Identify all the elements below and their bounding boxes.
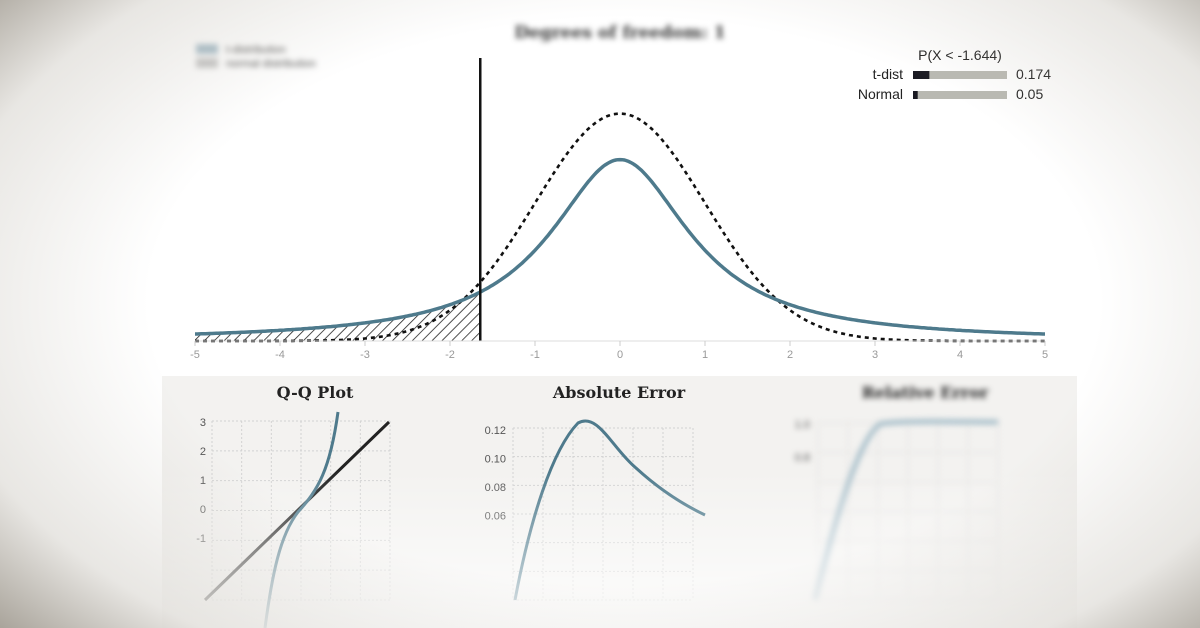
main-legend: t-distribution normal distribution	[196, 44, 316, 70]
prob-label-normal: Normal	[858, 86, 903, 102]
prob-label-t: t-dist	[873, 66, 903, 82]
t-distribution-curve	[195, 157, 1045, 336]
legend-label-normal: normal distribution	[226, 58, 316, 70]
probability-title: P(X < -1.644)	[918, 47, 1002, 63]
legend-swatch-t	[196, 44, 218, 54]
y-tick-label: 1.0	[795, 419, 810, 431]
prob-bar-fill-normal	[913, 91, 918, 99]
x-tick-label: 3	[872, 349, 878, 361]
y-tick-label: 0.10	[485, 454, 506, 466]
x-tick-label: 0	[617, 349, 623, 361]
prob-value-t: 0.174	[1016, 66, 1051, 82]
relative-error-title: Relative Error	[862, 383, 989, 402]
probability-box: P(X < -1.644) t-dist 0.174 Normal 0.05	[858, 47, 1051, 102]
prob-value-normal: 0.05	[1016, 86, 1043, 102]
prob-bar-track-normal	[913, 91, 1007, 99]
x-tick-label: -1	[530, 349, 540, 361]
x-tick-label: -2	[445, 349, 455, 361]
x-tick-label: -4	[275, 349, 285, 361]
y-tick-label: 2	[200, 446, 206, 458]
qq-plot-title: Q-Q Plot	[277, 383, 354, 402]
y-tick-label: 3	[200, 417, 206, 429]
legend-label-t: t-distribution	[226, 44, 286, 56]
x-tick-label: 5	[1042, 349, 1048, 361]
bottom-fade-overlay	[162, 470, 1077, 628]
x-axis-ticks: -5 -4 -3 -2 -1 0 1 2 3 4 5	[190, 341, 1048, 361]
x-tick-label: 1	[702, 349, 708, 361]
legend-swatch-normal	[196, 58, 218, 68]
x-tick-label: 4	[957, 349, 963, 361]
prob-bar-fill-t	[913, 71, 930, 79]
main-chart: Degrees of freedom: 1 t-distribution nor…	[190, 23, 1051, 361]
y-tick-label: 0.12	[485, 425, 506, 437]
normal-curve	[195, 112, 1045, 343]
absolute-error-title: Absolute Error	[552, 383, 686, 402]
main-chart-title: Degrees of freedom: 1	[514, 23, 725, 43]
y-tick-label: 0.8	[795, 452, 810, 464]
x-tick-label: -3	[360, 349, 370, 361]
x-tick-label: 2	[787, 349, 793, 361]
x-tick-label: -5	[190, 349, 200, 361]
